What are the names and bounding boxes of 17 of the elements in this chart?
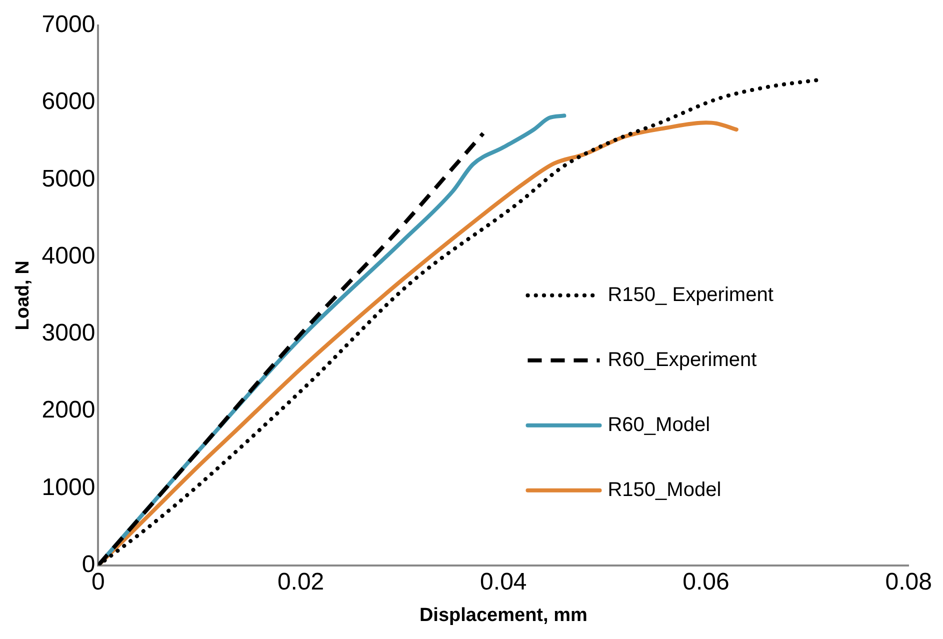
y-tick-label: 1000 (42, 474, 96, 501)
y-tick-label: 7000 (42, 11, 96, 38)
x-tick-label: 0.02 (277, 568, 324, 596)
y-tick-label: 2000 (42, 396, 96, 424)
legend-label: R60_Experiment (608, 348, 758, 371)
x-tick-label: 0.04 (480, 568, 527, 596)
y-tick-label: 5000 (42, 165, 96, 192)
y-tick-label: 4000 (42, 242, 96, 270)
y-tick-label: 3000 (42, 320, 96, 347)
y-tick-label: 6000 (42, 88, 96, 116)
legend-label: R150_ Experiment (608, 284, 774, 306)
x-tick-label: 0.08 (885, 568, 932, 596)
y-axis-title: Load, N (12, 260, 34, 330)
x-tick-label: 0.06 (682, 568, 730, 596)
x-axis-title: Displacement, mm (419, 604, 588, 626)
legend-label: R150_Model (608, 478, 722, 501)
legend-label: R60_Model (608, 414, 710, 436)
